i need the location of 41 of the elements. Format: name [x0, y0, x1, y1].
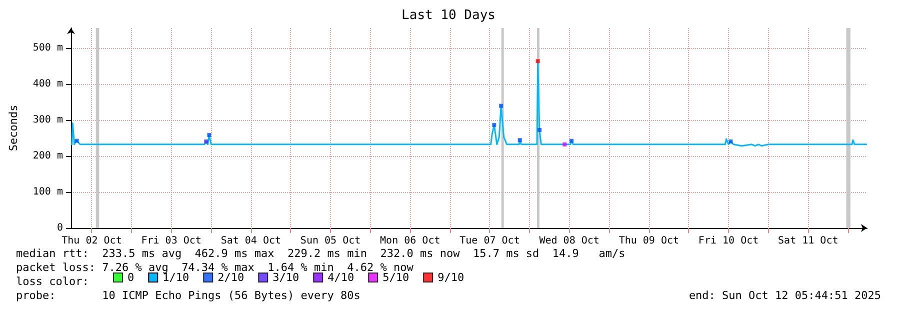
x-tick-label: Thu 02 Oct	[62, 236, 122, 246]
legend-label: 4/10	[328, 271, 354, 284]
chart-title: Last 10 Days	[402, 8, 496, 23]
legend-label: 0	[128, 271, 134, 284]
point	[207, 133, 212, 138]
point	[204, 140, 208, 144]
legend-title: loss color:	[16, 275, 89, 288]
legend-label: 9/10	[438, 271, 464, 284]
point	[536, 59, 540, 64]
legend-label: 5/10	[382, 271, 410, 284]
text: median rtt: 233.5 ms avg 462.9 ms max 229.2 ms min 232.0 ms now 15.7 ms sd 14.9 am/s	[16, 247, 626, 260]
point	[518, 138, 522, 142]
y-tick-label: 100 m	[32, 186, 63, 198]
legend-label: 2/10	[218, 271, 244, 284]
x-tick-label: Tue 07 Oct	[460, 236, 520, 246]
x-tick-label: Sat 04 Oct	[220, 236, 282, 246]
x-tick-label: Wed 08 Oct	[539, 236, 600, 246]
y-tick-label: 400 m	[32, 78, 63, 90]
x-tick-label: Fri 10 Oct	[698, 236, 759, 246]
point	[74, 138, 79, 143]
y-axis-title: Seconds	[7, 104, 20, 152]
point	[562, 142, 567, 146]
y-tick-label: 200 m	[32, 150, 63, 162]
y-tick-label: 300 m	[32, 114, 63, 126]
text: end: Sun Oct 12 05:44:51 2025	[688, 289, 881, 302]
x-tick-label: Thu 09 Oct	[618, 236, 680, 246]
point	[728, 140, 733, 144]
x-tick-label: Sat 11 Oct	[778, 236, 838, 246]
point	[492, 122, 496, 127]
text: probe: 10 ICMP Echo Pings (56 Bytes) every 80s	[16, 289, 360, 302]
y-tick-label: 500 m	[32, 42, 63, 54]
line-series	[70, 60, 868, 147]
x-tick-label: Fri 03 Oct	[141, 236, 202, 246]
point	[537, 128, 542, 132]
legend-label: 3/10	[272, 271, 300, 284]
text: packet loss: 7.26 % avg 74.34 % max 1.64 % min 4.62 % now	[16, 261, 414, 274]
y-tick-label: 0	[56, 222, 63, 234]
x-tick-label: Sun 05 Oct	[300, 236, 361, 246]
point	[570, 138, 574, 143]
point	[499, 104, 504, 108]
x-tick-label: Mon 06 Oct	[380, 236, 440, 246]
